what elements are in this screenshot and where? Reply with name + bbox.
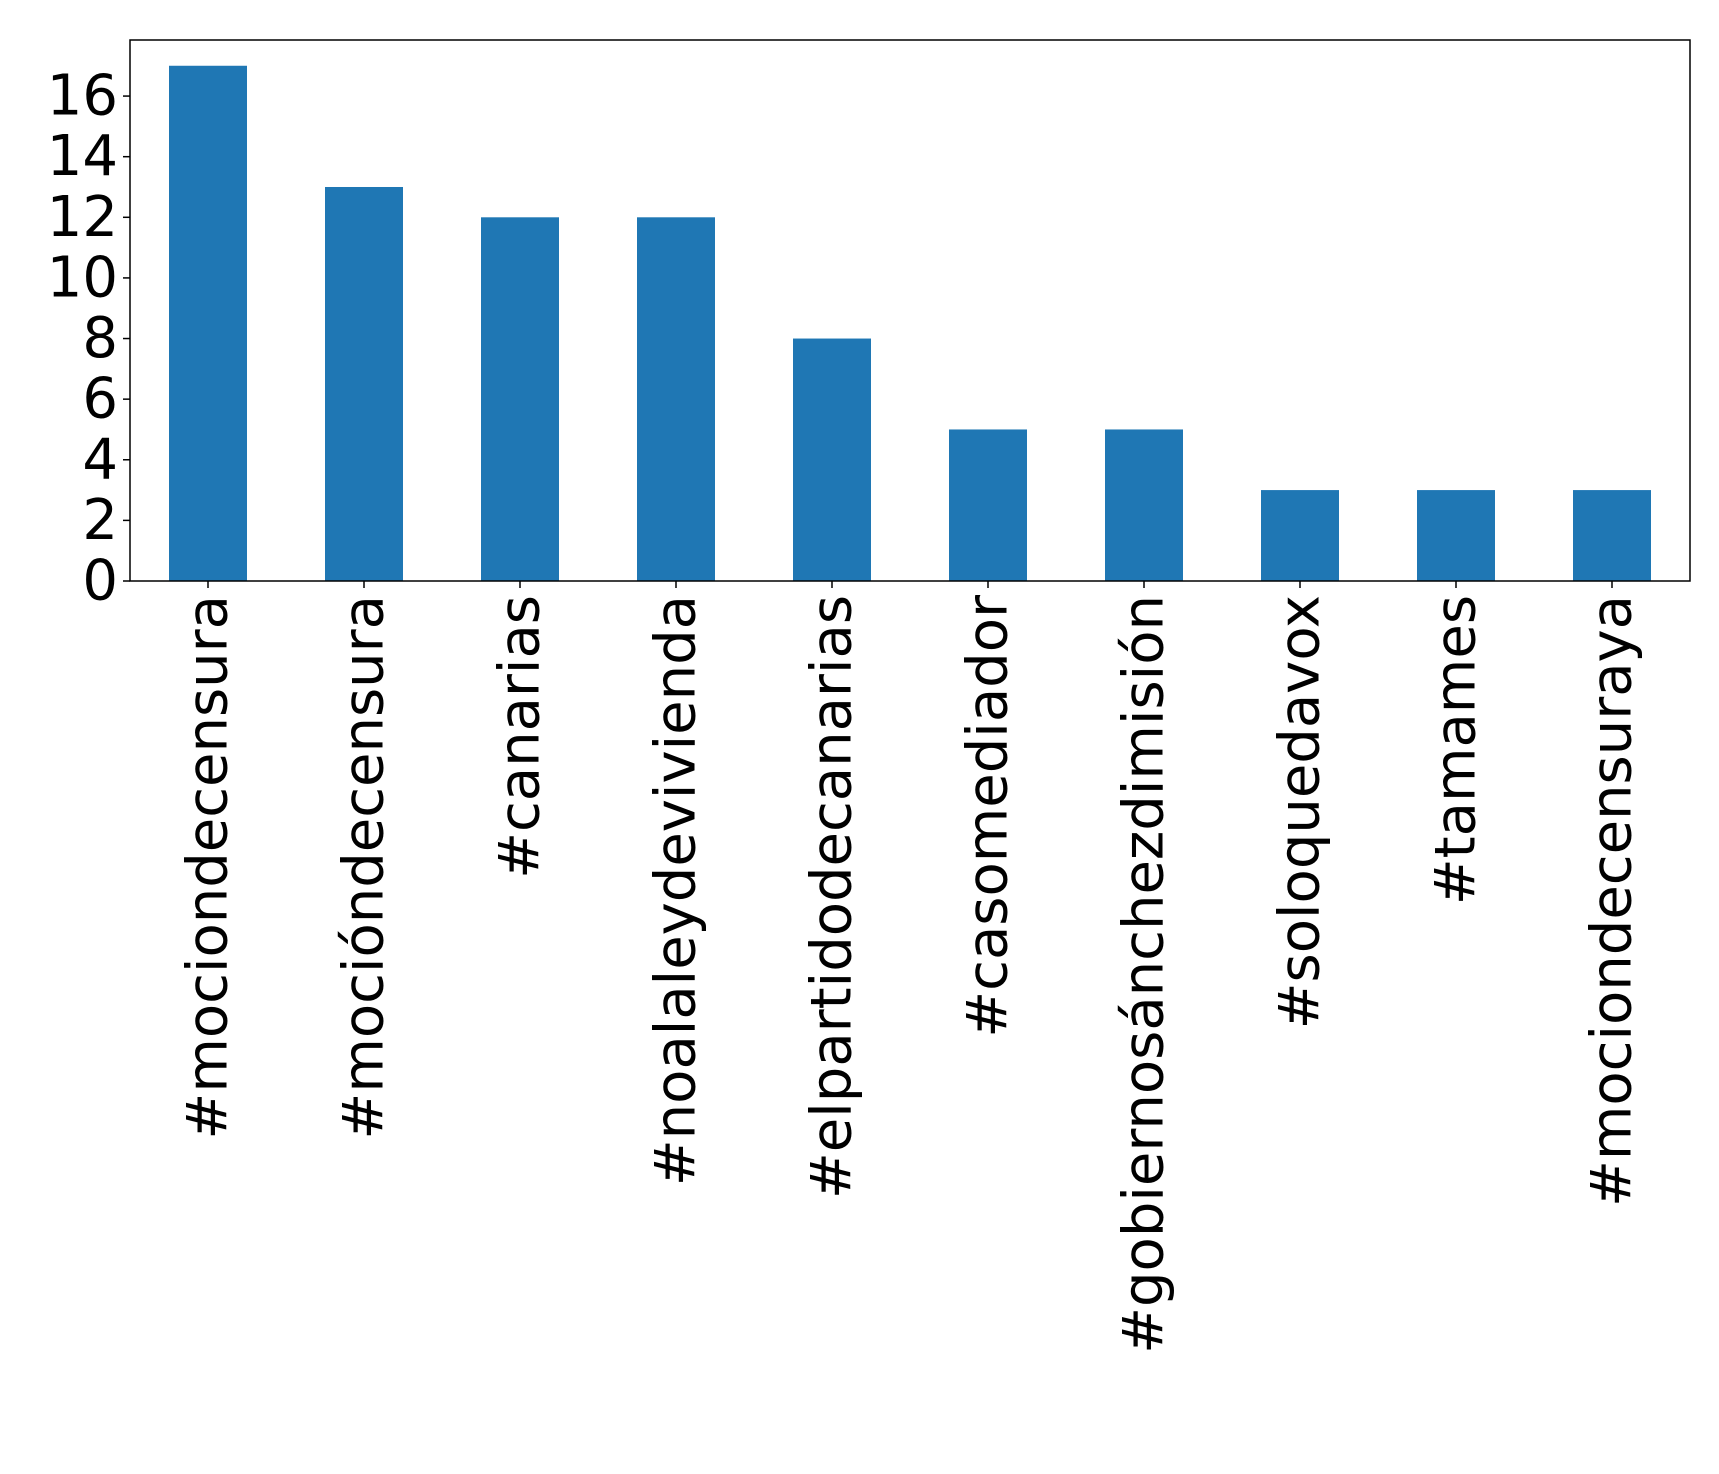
bar-3 xyxy=(637,217,715,581)
y-tick-label-0: 0 xyxy=(82,549,118,614)
y-tick-label-1: 2 xyxy=(82,488,118,553)
x-tick-label-0: #mociondecensura xyxy=(176,595,241,1140)
y-tick-label-4: 8 xyxy=(82,306,118,371)
bar-7 xyxy=(1261,490,1339,581)
y-tick-label-6: 12 xyxy=(47,185,118,250)
x-tick-label-3: #noalaleydevivienda xyxy=(644,595,709,1186)
y-tick-label-8: 16 xyxy=(47,64,118,129)
plot-frame xyxy=(129,39,1691,582)
y-tick-label-2: 4 xyxy=(82,427,118,492)
bars-group xyxy=(169,65,1651,582)
bar-0 xyxy=(169,65,247,581)
bar-5 xyxy=(949,429,1027,581)
bar-9 xyxy=(1573,490,1651,581)
y-tick-label-3: 6 xyxy=(82,367,118,432)
x-tick-label-1: #mocióndecensura xyxy=(332,595,397,1140)
bar-6 xyxy=(1105,429,1183,581)
x-tick-label-2: #canarias xyxy=(488,595,553,879)
bar-2 xyxy=(481,217,559,581)
x-tick-label-4: #elpartidodecanarias xyxy=(800,595,865,1199)
bar-1 xyxy=(325,186,403,582)
y-tick-label-5: 10 xyxy=(47,245,118,310)
x-tick-label-8: #tamames xyxy=(1424,595,1489,905)
bar-8 xyxy=(1417,490,1495,581)
y-tick-label-7: 14 xyxy=(47,124,118,189)
x-tick-label-6: #gobiernosánchezdimisión xyxy=(1112,595,1177,1354)
bar-4 xyxy=(793,338,871,581)
x-axis: #mociondecensura #mocióndecensura #canaria… xyxy=(176,581,1645,1354)
x-tick-label-7: #soloquedavox xyxy=(1268,595,1333,1029)
x-tick-label-5: #casomediador xyxy=(956,594,1021,1038)
x-tick-label-9: #mociondecensuraya xyxy=(1580,595,1645,1207)
